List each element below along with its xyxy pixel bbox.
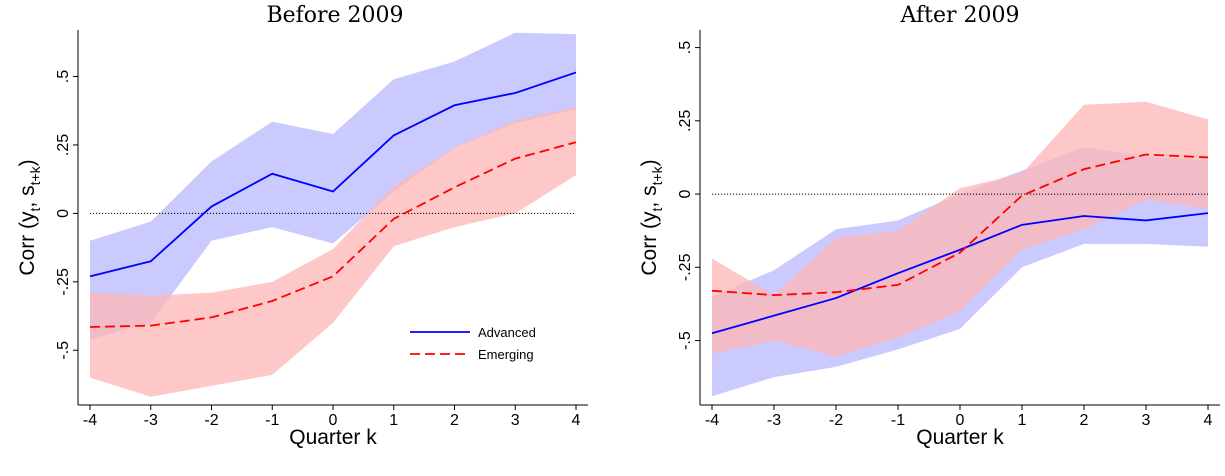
x-axis-title: Quarter k bbox=[916, 426, 1004, 449]
x-tick-label: -1 bbox=[265, 412, 279, 429]
x-tick-label: 3 bbox=[1142, 412, 1151, 429]
series-line-advanced bbox=[711, 212, 1209, 335]
y-axis-title-subscript: t bbox=[649, 207, 665, 211]
chart-panel-before-2009: Before 2009 -4 -3 -2 -1 0 1 2 3 4 -.5 -.25 0 .25 .5 Qua… bbox=[16, 3, 588, 449]
x-tick-label: 1 bbox=[1018, 412, 1027, 429]
legend-label: Advanced bbox=[478, 325, 536, 340]
x-tick-label: 2 bbox=[1080, 412, 1089, 429]
chart-panel-after-2009: After 2009 -4 -3 -2 -1 0 1 2 3 4 -.5 -.25 0 .25 .5 Quar… bbox=[638, 3, 1220, 449]
legend: Advanced Emerging bbox=[410, 325, 536, 362]
y-tick-label: 0 bbox=[677, 190, 694, 199]
y-tick-label: .25 bbox=[677, 110, 694, 132]
confidence-band-emerging bbox=[90, 106, 576, 397]
y-axis-title-separator: , s bbox=[16, 185, 39, 207]
x-axis-title: Quarter k bbox=[289, 426, 377, 449]
x-tick-label: -1 bbox=[891, 412, 905, 429]
series-line-advanced bbox=[89, 71, 577, 278]
y-axis-title: Corr (yt, st+k) bbox=[16, 159, 43, 275]
x-tick-label: -2 bbox=[829, 412, 843, 429]
y-axis-title: Corr (yt, st+k) bbox=[638, 159, 665, 275]
x-tick-label: 0 bbox=[956, 412, 965, 429]
y-tick-label: .25 bbox=[55, 134, 72, 156]
y-tick-label: .5 bbox=[55, 70, 72, 83]
y-axis-title-main: Corr (y bbox=[16, 211, 39, 276]
legend-label: Emerging bbox=[478, 347, 534, 362]
y-tick-label: -.25 bbox=[677, 253, 694, 281]
x-tick-label: 4 bbox=[1204, 412, 1213, 429]
confidence-band-advanced bbox=[90, 32, 576, 340]
x-tick-label: -4 bbox=[83, 412, 97, 429]
chart-title: Before 2009 bbox=[266, 3, 403, 28]
y-tick-label: 0 bbox=[55, 209, 72, 218]
x-tick-label: 1 bbox=[389, 412, 398, 429]
x-tick-label: 0 bbox=[329, 412, 338, 429]
y-axis-title-close: ) bbox=[16, 159, 39, 166]
y-axis-title-close: ) bbox=[638, 159, 661, 166]
y-axis-title-subscript: t+k bbox=[27, 165, 43, 185]
series-line-emerging bbox=[89, 141, 577, 328]
x-tick-label: -2 bbox=[204, 412, 218, 429]
x-tick-label: 3 bbox=[511, 412, 520, 429]
series-line-emerging bbox=[711, 153, 1209, 297]
x-tick-label: 4 bbox=[572, 412, 581, 429]
y-axis-title-subscript: t+k bbox=[649, 165, 665, 185]
x-tick-label: 2 bbox=[450, 412, 459, 429]
y-tick-label: .5 bbox=[677, 41, 694, 54]
y-axis-title-main: Corr (y bbox=[638, 211, 661, 276]
y-axis-title-separator: , s bbox=[638, 185, 661, 207]
y-tick-label: -.5 bbox=[55, 341, 72, 360]
y-axis-title-subscript: t bbox=[27, 207, 43, 211]
x-tick-label: -4 bbox=[705, 412, 719, 429]
x-tick-label: -3 bbox=[767, 412, 781, 429]
y-tick-label: -.5 bbox=[677, 331, 694, 350]
chart-title: After 2009 bbox=[899, 3, 1019, 28]
x-tick-label: -3 bbox=[144, 412, 158, 429]
y-tick-label: -.25 bbox=[55, 268, 72, 296]
